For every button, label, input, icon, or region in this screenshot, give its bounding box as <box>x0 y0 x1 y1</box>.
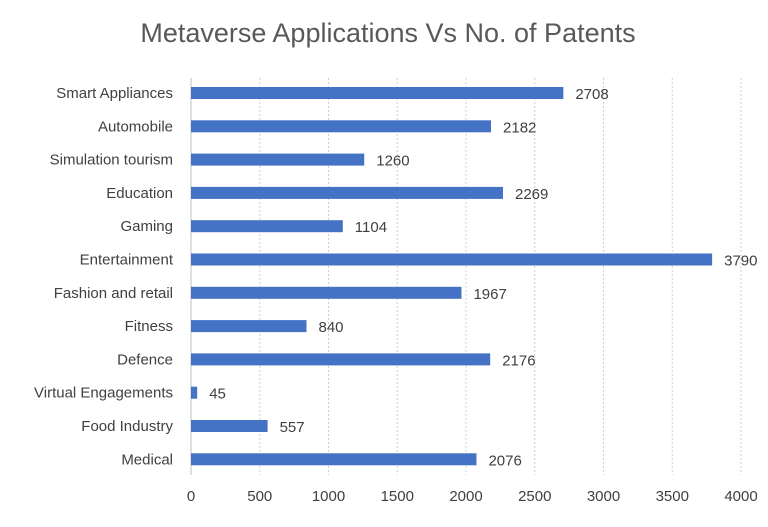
category-label: Smart Appliances <box>56 85 173 102</box>
x-tick-label: 1500 <box>381 488 414 505</box>
category-label: Defence <box>117 351 173 368</box>
x-tick-label: 3500 <box>656 488 689 505</box>
x-tick-label: 2500 <box>518 488 551 505</box>
category-label: Fashion and retail <box>54 285 173 302</box>
bar <box>191 453 477 466</box>
gridlines <box>190 78 742 475</box>
data-label: 1260 <box>376 153 409 170</box>
data-label: 1967 <box>473 286 506 303</box>
category-label: Gaming <box>120 218 173 235</box>
bar <box>191 186 503 199</box>
x-tick-label: 0 <box>187 488 195 505</box>
data-label: 557 <box>280 419 305 436</box>
x-tick-label: 4000 <box>724 488 757 505</box>
data-label: 2708 <box>575 86 608 103</box>
data-label: 840 <box>319 319 344 336</box>
bar <box>191 253 713 266</box>
chart-title: Metaverse Applications Vs No. of Patents <box>140 18 635 48</box>
bar <box>191 386 198 399</box>
category-labels: Smart Appliances Automobile Simulation tou… <box>34 85 174 468</box>
x-tick-label: 3000 <box>587 488 620 505</box>
data-label: 2176 <box>502 352 535 369</box>
category-label: Education <box>106 185 173 202</box>
x-tick-label: 500 <box>247 488 272 505</box>
bar <box>191 120 492 133</box>
bar <box>191 320 307 333</box>
category-label: Simulation tourism <box>50 152 173 169</box>
category-label: Virtual Engagements <box>34 385 173 402</box>
data-label: 45 <box>209 386 226 403</box>
data-label: 3790 <box>724 253 757 270</box>
category-label: Food Industry <box>81 418 173 435</box>
category-label: Fitness <box>125 318 173 335</box>
bar <box>191 286 462 299</box>
bar <box>191 220 343 233</box>
category-label: Automobile <box>98 118 173 135</box>
category-label: Entertainment <box>80 252 174 269</box>
category-label: Medical <box>121 451 173 468</box>
bar <box>191 153 365 166</box>
data-label: 2182 <box>503 119 536 136</box>
x-tick-labels: 0 500 1000 1500 2000 2500 3000 3500 4000 <box>187 488 758 505</box>
bar <box>191 420 268 432</box>
data-label: 1104 <box>355 219 387 236</box>
bars <box>191 87 713 466</box>
bar <box>191 87 564 99</box>
bar <box>191 353 491 366</box>
x-tick-label: 2000 <box>449 488 482 505</box>
data-label: 2076 <box>488 452 521 469</box>
x-tick-label: 1000 <box>312 488 345 505</box>
data-label: 2269 <box>515 186 548 203</box>
data-labels: 2708 2182 1260 2269 1104 3790 1967 840 2176 45 557… <box>209 86 757 469</box>
